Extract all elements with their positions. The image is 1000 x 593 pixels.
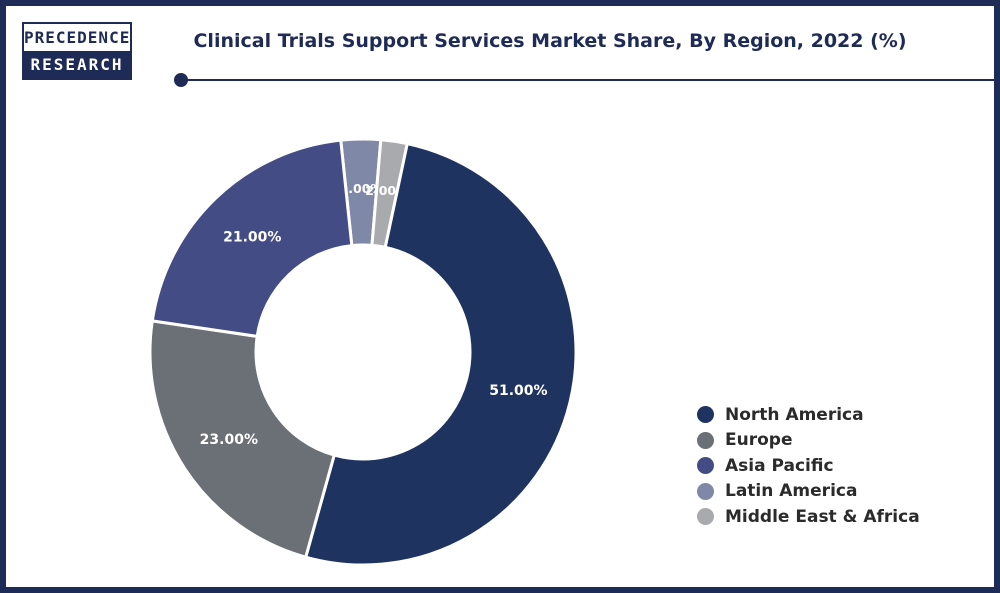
data-label-latin-america: 3.00% <box>340 181 384 196</box>
logo-line-2: RESEARCH <box>24 51 130 78</box>
legend-item: Latin America <box>697 479 920 505</box>
title-underline-dot <box>174 73 188 87</box>
data-label-north-america: 51.00% <box>489 383 547 399</box>
brand-logo: PRECEDENCE RESEARCH <box>22 22 132 80</box>
legend-label: North America <box>725 404 864 425</box>
legend-swatch <box>697 431 714 449</box>
legend-item: North America <box>697 402 920 428</box>
title-underline <box>182 79 994 81</box>
data-label-europe: 23.00% <box>200 432 258 448</box>
logo-line-1: PRECEDENCE <box>24 28 131 47</box>
legend-swatch <box>697 482 714 500</box>
legend-label: Asia Pacific <box>725 455 834 476</box>
slice-north-america <box>303 141 578 567</box>
legend-swatch <box>697 508 714 526</box>
legend-item: Asia Pacific <box>697 453 920 479</box>
legend-label: Latin America <box>725 481 858 502</box>
legend-label: Europe <box>725 430 793 451</box>
legend-swatch <box>697 457 714 475</box>
legend-item: Middle East & Africa <box>697 504 920 530</box>
legend-label: Middle East & Africa <box>725 506 920 527</box>
legend-swatch <box>697 406 714 424</box>
data-label-asia-pacific: 21.00% <box>223 230 281 246</box>
slice-europe <box>148 319 337 560</box>
chart-legend: North America Europe Asia Pacific Latin Ame… <box>697 402 920 530</box>
slice-asia-pacific <box>150 138 354 339</box>
chart-title: Clinical Trials Support Services Market … <box>193 30 907 52</box>
legend-item: Europe <box>697 428 920 454</box>
